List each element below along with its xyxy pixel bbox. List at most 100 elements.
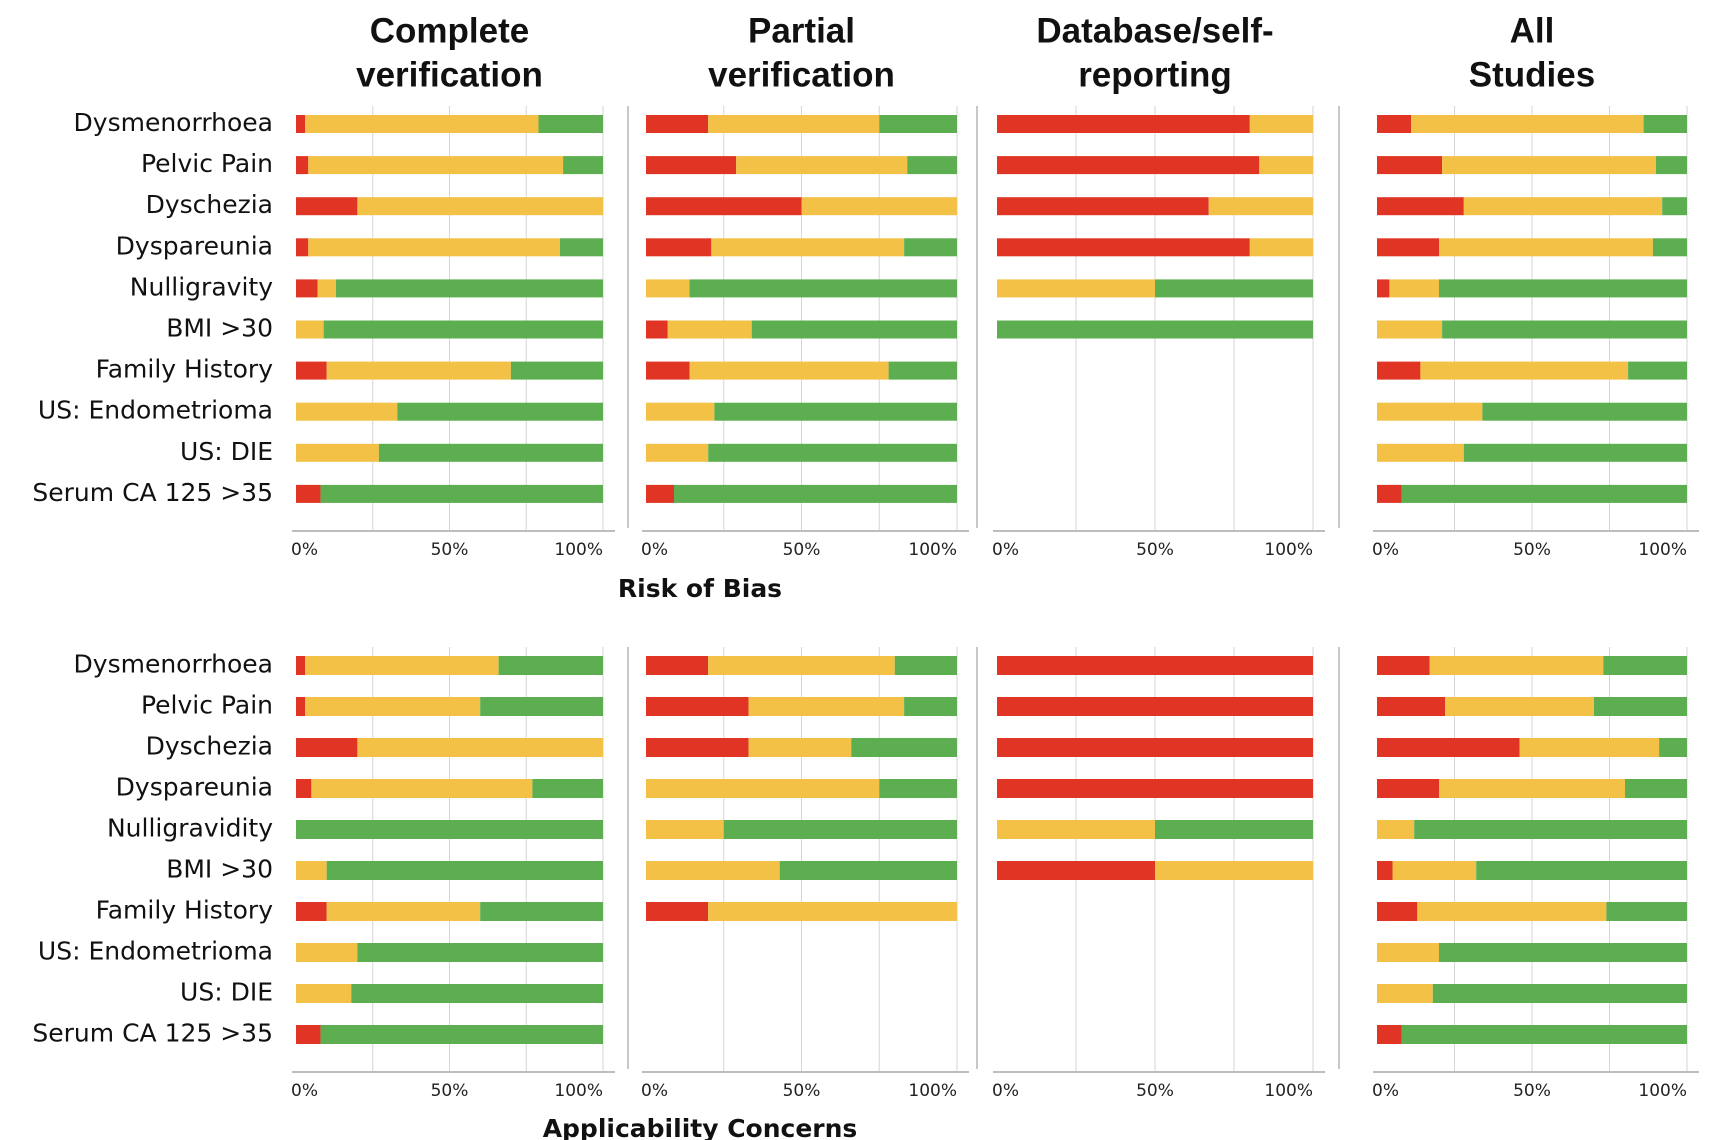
panel: 0% 50% 100% [291,106,615,560]
row-label: Serum CA 125 >35 [32,478,273,507]
bar-segment-high [296,279,318,298]
row-label: BMI >30 [166,855,273,884]
bar-segment-high [997,861,1155,880]
bar-segment-low [1442,320,1687,339]
bar-segment-high [296,902,327,921]
x-tick-label: 100% [554,540,603,560]
bar-segment-high [296,697,306,716]
bar-segment-unclear [305,697,481,716]
bar-segment-unclear [646,779,880,798]
row-label: US: DIE [180,978,273,1007]
panel: 0% 50% 100% [992,106,1325,560]
bar-segment-high [997,156,1260,175]
bar-segment-high [296,238,309,257]
x-tick-label: 100% [554,1081,603,1101]
bar-segment-high [1377,779,1439,798]
bar-segment-high [997,115,1250,133]
bar-segment-unclear [1411,115,1644,133]
column-title: verification [356,55,543,94]
bar-segment-high [997,779,1313,798]
bar-segment-low [689,279,957,298]
bar-segment-unclear [308,238,561,257]
bar-segment-unclear [1208,197,1313,216]
x-tick-label: 50% [1513,1081,1551,1101]
row-label: US: Endometrioma [38,937,273,966]
bar-segment-low [1606,902,1687,921]
bar-segment-high [1377,115,1412,133]
bar-segment-high [646,361,690,380]
bar-segment-unclear [646,279,690,298]
bar-segment-unclear [1439,779,1625,798]
bar-segment-low [1463,443,1687,462]
column-title: Studies [1469,55,1595,94]
bar-segment-high [997,697,1313,716]
column-title: Partial [748,11,855,50]
bar-segment-low [673,484,957,503]
bar-segment-low [498,656,603,675]
bar-segment-unclear [646,443,709,462]
bar-segment-unclear [1377,984,1433,1003]
bar-segment-unclear [1439,238,1653,257]
row-label: Nulligravity [130,272,273,301]
bar-segment-high [1377,902,1418,921]
bar-segment-unclear [708,656,895,675]
bar-segment-high [1377,238,1439,257]
bar-segment-unclear [1392,861,1477,880]
x-tick-label: 50% [431,540,469,560]
bar-segment-low [480,902,603,921]
bar-segment-unclear [1377,402,1483,421]
section-risk-of-bias: 0% 50% 100% 0% 50% 100% 0% 50% 100% 0% 50% 100% Dysm… [32,106,1699,603]
bar-segment-low [510,361,603,380]
bar-segment-low [1603,656,1687,675]
bar-segment-high [1377,279,1390,298]
column-title: All [1510,11,1555,50]
bar-segment-unclear [296,320,324,339]
bar-segment-unclear [708,115,880,133]
x-tick-label: 50% [1136,540,1174,560]
bar-segment-unclear [667,320,752,339]
bar-segment-low [1155,279,1313,298]
x-tick-label: 50% [1513,540,1551,560]
bar-segment-high [1377,656,1430,675]
bar-segment-high [646,697,749,716]
row-label: Nulligravidity [107,814,273,843]
bar-segment-unclear [1389,279,1439,298]
bar-segment-unclear [317,279,336,298]
bar-segment-high [1377,361,1421,380]
bar-segment-unclear [296,943,358,962]
bar-segment-low [904,697,957,716]
panel: 0% 50% 100% [641,647,969,1101]
bar-segment-low [1401,1025,1687,1044]
bar-segment-low [904,238,957,257]
bar-segment-low [1625,779,1687,798]
bar-segment-unclear [326,902,481,921]
bar-segment-high [646,902,709,921]
row-label: Family History [96,896,274,925]
bar-segment-low [1414,820,1687,839]
bar-segment-high [997,656,1313,675]
bar-segment-low [779,861,957,880]
x-tick-label: 50% [783,1081,821,1101]
bar-segment-high [646,738,749,757]
bar-segment-high [646,115,709,133]
bar-segment-unclear [748,738,852,757]
bar-segment-low [560,238,603,257]
bar-segment-low [888,361,957,380]
row-label: Family History [96,355,274,384]
panel: 0% 50% 100% [992,647,1325,1101]
bar-segment-unclear [689,361,889,380]
bar-segment-unclear [711,238,905,257]
bar-segment-low [1659,738,1687,757]
bar-segment-high [296,1025,321,1044]
bar-segment-high [296,779,312,798]
bar-segment-unclear [646,402,715,421]
bar-segment-low [1155,820,1313,839]
bar-segment-unclear [646,861,780,880]
x-tick-label: 0% [992,1081,1019,1101]
section-label: Applicability Concerns [543,1114,858,1140]
bar-segment-low [1594,697,1687,716]
bar-segment-unclear [801,197,957,216]
x-tick-label: 100% [1264,540,1313,560]
row-label: Serum CA 125 >35 [32,1019,273,1048]
row-label: US: Endometrioma [38,396,273,425]
